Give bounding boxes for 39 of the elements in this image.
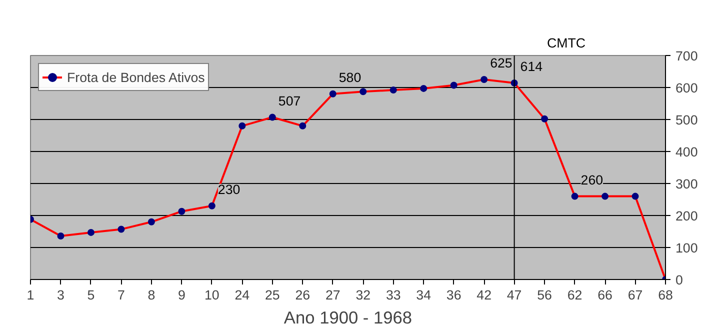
- x-tick-label: 47: [506, 288, 522, 302]
- x-tick-label: 56: [537, 288, 552, 302]
- x-tick-label: 26: [295, 288, 310, 302]
- x-tick-label: 24: [234, 288, 250, 302]
- data-label: 507: [278, 93, 301, 108]
- y-tick-label: 700: [676, 48, 698, 64]
- y-tick-label: 100: [676, 240, 698, 256]
- x-tick-label: 10: [204, 288, 220, 302]
- x-tick-label: 62: [567, 288, 582, 302]
- y-tick-label: 0: [676, 272, 683, 288]
- x-tick-label: 42: [476, 288, 492, 302]
- x-tick-label: 1: [26, 288, 34, 302]
- x-tick-label: 8: [148, 288, 156, 302]
- data-label: 230: [218, 182, 240, 197]
- text: CMTC: [547, 36, 586, 50]
- data-label: 260: [580, 172, 604, 188]
- legend-label: Frota de Bondes Ativos: [67, 70, 205, 84]
- y-tick-label: 300: [676, 176, 698, 192]
- x-tick-label: 3: [57, 288, 64, 302]
- data-label: 625: [490, 56, 512, 70]
- x-tick-label: 67: [628, 288, 643, 302]
- x-tick-label: 36: [446, 288, 462, 302]
- x-tick-label: 66: [598, 288, 612, 302]
- y-tick-label: 600: [676, 80, 698, 96]
- x-tick-label: 27: [325, 288, 340, 302]
- data-label: 580: [338, 70, 362, 85]
- x-axis-title: Ano 1900 - 1968: [284, 308, 412, 328]
- x-tick-label: 34: [416, 288, 432, 302]
- x-tick-label: 25: [264, 288, 280, 302]
- x-tick-label: 9: [178, 288, 186, 302]
- y-tick-label: 500: [676, 112, 698, 128]
- y-tick-label: 200: [676, 208, 698, 224]
- x-tick-label: 32: [356, 288, 371, 302]
- data-label: 614: [520, 59, 544, 74]
- x-tick-label: 5: [87, 288, 95, 302]
- x-tick-label: 33: [386, 288, 401, 302]
- y-tick-label: 400: [676, 144, 698, 160]
- x-tick-label: 68: [658, 288, 673, 302]
- x-tick-label: 7: [118, 288, 125, 302]
